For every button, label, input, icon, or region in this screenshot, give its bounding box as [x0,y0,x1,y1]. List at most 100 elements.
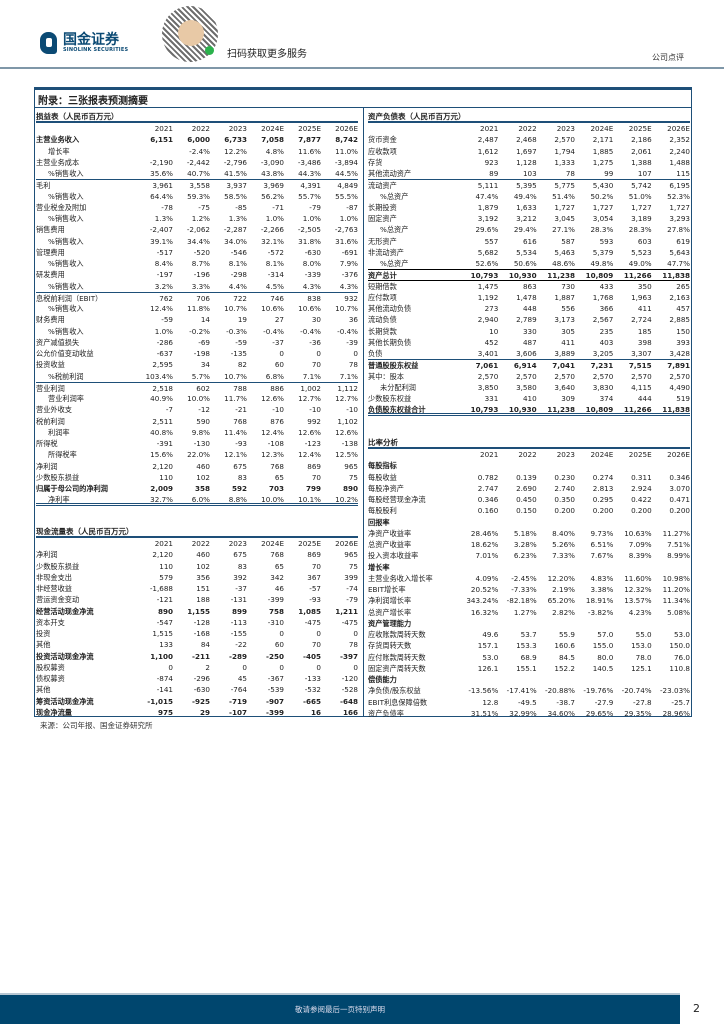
cell-value: 8.1% [228,259,247,268]
cell-value: 153.3 [516,641,537,651]
cell-value: -12 [198,405,210,415]
cell-value: 51.4% [552,191,575,201]
cell-value: 3,850 [477,382,499,392]
row-label: 投资 [36,629,51,638]
cell-value: 768 [233,416,247,426]
cell-value: 2,789 [516,315,537,325]
cell-value: 2,352 [669,135,690,145]
cell-value: 11,266 [623,271,652,281]
cell-value: 0.450 [516,495,537,504]
cell-value: -314 [267,270,284,280]
cell-value: -572 [267,247,284,257]
cell-value: 1.0% [302,214,321,223]
table-row: %总资产 52.6% 50.6% 48.6% 49.8% 49.0% 47.7% [368,258,690,269]
cell-value: 876 [270,416,284,426]
cell-value: 1,879 [477,202,499,212]
year-header: 2026E [667,450,690,459]
row-label: 主营业务收入增长率 [368,573,433,583]
cell-value: 2,570 [592,371,614,381]
cell-value: 0 [279,629,284,638]
cell-value: 2,240 [669,146,690,156]
cell-value: 12.2% [224,146,247,156]
row-label: %销售收入 [48,281,84,291]
cell-value: 19 [237,315,247,325]
cell-value: 0 [279,349,284,358]
cell-value: 0.274 [592,472,614,482]
cell-value: 2,487 [477,135,499,145]
qr-caption: 扫码获取更多服务 [227,49,307,60]
table-header-row: 2021 2022 2023 2024E 2025E 2026E [368,449,690,460]
cell-value: 6,195 [669,181,690,191]
cell-value: 5,111 [477,181,499,191]
cell-value: 32.7% [150,495,173,505]
cell-value: 7,041 [552,361,575,371]
cell-value: 1,211 [335,606,358,616]
table-row: %销售收入 1.0% -0.2% -0.3% -0.4% -0.4% -0.4% [36,326,358,337]
cell-value: 4.83% [590,573,614,583]
cell-value: -7 [165,405,173,415]
cell-value: 150.0 [669,641,690,651]
cell-value: 4.23% [628,607,652,617]
cell-value: 115 [676,169,690,178]
cell-value: 410 [522,394,537,403]
cell-value: 5,463 [554,247,575,257]
cell-value: 356 [196,572,210,582]
cell-value: 126.1 [477,663,499,673]
cell-value: 1,727 [554,202,575,212]
cell-value: 869 [307,461,321,471]
row-label: %销售收入 [48,236,84,246]
row-label: 其他流动资产 [368,169,412,178]
cell-value: -2,062 [186,225,210,235]
cell-value: 12.4% [261,427,284,437]
cell-value: -2.45% [511,573,537,583]
cell-value: 60 [274,640,284,650]
cell-value: 11.27% [662,528,690,538]
cell-value: -520 [193,247,210,257]
cell-value: 3,969 [263,181,284,191]
table-row: 营业外收支 -7 -12 -21 -10 -10 -10 [36,404,358,415]
table-row: 管理费用 -517 -520 -546 -572 -630 -691 [36,247,358,258]
year-header: 2023 [228,539,247,548]
cell-value: 83 [237,472,247,482]
cell-value: 2,511 [152,416,173,426]
cell-value: 556 [561,304,575,313]
cell-value: 11,238 [547,271,575,281]
table-row: 每股经营现金净流 0.346 0.450 0.350 0.295 0.422 0.471 [368,494,690,505]
cell-value: 592 [231,484,247,493]
cell-value: 9.73% [590,528,614,538]
cell-value: 0.200 [669,506,690,516]
cell-value: -27.8 [633,697,652,707]
cell-value: 4.3% [339,281,358,291]
row-label: %税前利润 [48,371,84,381]
cell-value: 59.3% [187,191,210,201]
table-title: 损益表（人民币百万元） [36,111,358,123]
row-label: 归属于母公司的净利润 [36,484,108,493]
row-label: 净利润 [36,461,58,471]
cell-value: 2,885 [669,315,690,325]
row-label: 利润率 [48,427,70,437]
cell-value: 433 [599,281,614,291]
cell-value: -198 [193,349,210,358]
cell-value: 2,570 [669,371,690,381]
row-label: 其他 [36,685,51,695]
page-title: 附录：三张报表预测摘要 [38,96,148,107]
table-row: 投资 1,515 -168 -155 0 0 0 [36,628,358,639]
table-row: 股权募资 0 2 0 0 0 0 [36,662,358,673]
cell-value: 758 [268,606,284,616]
cell-value: 0 [316,349,321,358]
year-header: 2021 [480,124,499,133]
row-label: %总资产 [380,225,409,235]
cell-value: -546 [230,247,247,257]
row-label: 股权募资 [36,662,65,672]
cell-value: 366 [599,304,614,313]
cell-value: 1.0% [154,326,173,336]
header-spacer [368,449,460,460]
row-label: 投资收益 [36,360,65,370]
table-row: 未分配利润 3,850 3,580 3,640 3,830 4,115 4,490 [368,382,690,393]
cell-value: -547 [156,617,173,627]
cell-value: 1,727 [669,202,690,212]
row-label: 净利润增长率 [368,596,412,606]
table-row: 流动资产 5,111 5,395 5,775 5,430 5,742 6,195 [368,179,690,190]
row-label: 长期贷款 [368,326,397,336]
table-row: 应付款项 1,192 1,478 1,887 1,768 1,963 2,163 [368,292,690,303]
